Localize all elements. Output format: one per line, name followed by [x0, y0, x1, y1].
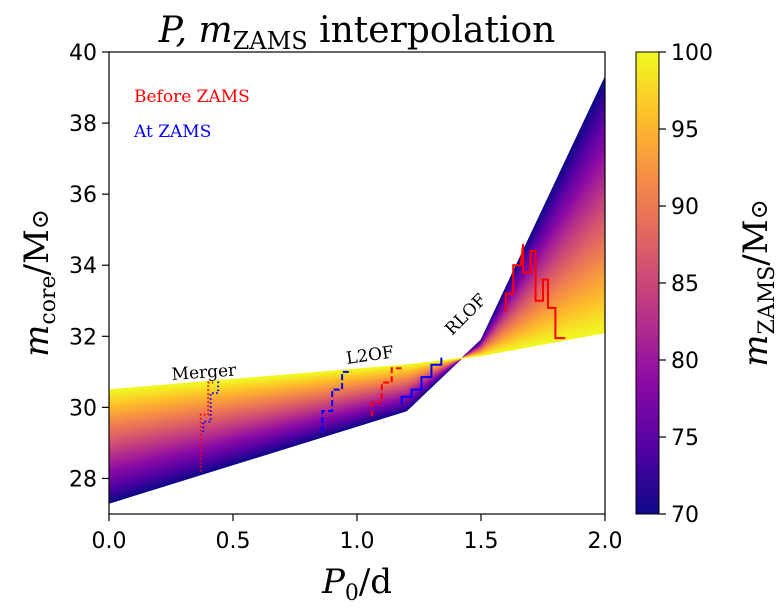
colorbar-tick-label: 70	[671, 503, 699, 528]
x-tick-label: 2.0	[588, 529, 623, 554]
colorbar-gradient	[635, 51, 660, 515]
y-tick-label: 40	[69, 41, 97, 66]
boundary-merger_at_zams	[202, 378, 220, 433]
colorbar-tick-label: 85	[671, 272, 699, 297]
boundary-label-l2of: L2OF	[345, 342, 395, 368]
boundary-lines	[199, 243, 566, 472]
colorbar-tick-label: 80	[671, 349, 699, 374]
boundary-label-merger: Merger	[171, 360, 238, 385]
annotation-before-zams: Before ZAMS	[134, 87, 250, 107]
surface-band	[109, 328, 605, 392]
y-tick-label: 28	[69, 467, 97, 492]
chart-title: P, mZAMS interpolation	[158, 10, 556, 55]
y-tick-label: 30	[69, 396, 97, 421]
colorbar-ticks: 70 75 80 85 90 95 100	[659, 41, 713, 528]
colorbar-tick-label: 75	[671, 426, 699, 451]
y-tick-label: 32	[69, 325, 97, 350]
colorbar-tick-label: 90	[671, 195, 699, 220]
colorbar-tick-label: 95	[671, 118, 699, 143]
x-tick-label: 1.5	[464, 529, 499, 554]
boundary-label-rlof: RLOF	[441, 290, 491, 340]
x-axis: 0.0 0.5 1.0 1.5 2.0	[92, 514, 623, 554]
x-tick-label: 1.0	[340, 529, 375, 554]
x-tick-label: 0.5	[216, 529, 251, 554]
y-axis: 28 30 32 34 36 38 40	[69, 41, 109, 492]
x-tick-label: 0.0	[92, 529, 127, 554]
x-axis-label: P0/d	[321, 562, 392, 606]
boundary-rlof_at_zams	[400, 357, 443, 404]
boundary-l2of_before_zams	[370, 367, 402, 417]
plot-area	[108, 51, 606, 515]
y-tick-label: 38	[69, 112, 97, 137]
colorbar-tick-label: 100	[671, 41, 713, 66]
y-tick-label: 36	[69, 183, 97, 208]
y-tick-label: 34	[69, 254, 97, 279]
colorbar-label: mZAMS/M⊙	[736, 199, 780, 366]
boundary-l2of_at_zams	[321, 370, 353, 433]
annotation-at-zams: At ZAMS	[133, 122, 211, 142]
boundary-rlof_before_zams	[504, 243, 566, 340]
y-axis-label: mcore/M⊙	[17, 209, 61, 357]
colorbar: 70 75 80 85 90 95 100 mZAMS/M⊙	[635, 41, 780, 528]
boundary-merger_before_zams	[199, 381, 214, 472]
